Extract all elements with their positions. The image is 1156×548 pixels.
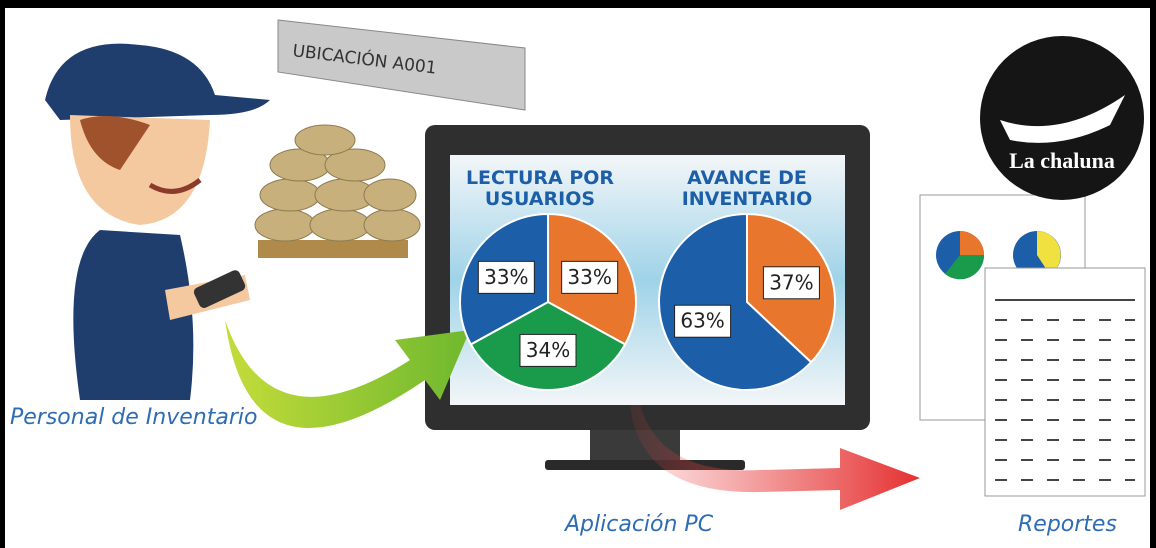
smile bbox=[148, 178, 202, 194]
frame-top bbox=[0, 0, 1156, 8]
cap bbox=[45, 43, 270, 120]
pie-slice bbox=[658, 212, 813, 391]
label-box bbox=[519, 333, 577, 367]
label-box bbox=[477, 260, 535, 294]
label-box bbox=[762, 266, 820, 300]
pallet bbox=[258, 240, 408, 258]
scanner bbox=[193, 270, 246, 308]
shirt bbox=[73, 230, 194, 400]
caption: Reportes bbox=[1018, 512, 1117, 537]
logo-circle bbox=[980, 36, 1144, 200]
caption: Personal de Inventario bbox=[10, 405, 258, 430]
logo-text: La chaluna bbox=[1009, 148, 1115, 173]
sacks bbox=[254, 124, 421, 242]
green-arrow bbox=[225, 320, 470, 428]
label-box bbox=[674, 304, 732, 338]
pie-title: LECTURA POR USUARIOS bbox=[465, 167, 615, 210]
value-label: 34% bbox=[526, 338, 570, 362]
value-label: 33% bbox=[484, 265, 528, 289]
value-label: 33% bbox=[567, 265, 611, 289]
logo-boat bbox=[1000, 95, 1125, 143]
red-arrow bbox=[630, 405, 920, 510]
frame-right bbox=[1150, 0, 1156, 548]
location-sign bbox=[277, 19, 526, 111]
value-label: 63% bbox=[680, 309, 724, 333]
label-box bbox=[561, 260, 619, 294]
frame-left bbox=[0, 0, 5, 548]
caption: Aplicación PC bbox=[565, 512, 714, 537]
hair bbox=[80, 116, 150, 170]
pie-title: AVANCE DE INVENTARIO bbox=[681, 167, 813, 210]
value-label: 37% bbox=[769, 270, 813, 294]
report-front bbox=[984, 267, 1146, 497]
